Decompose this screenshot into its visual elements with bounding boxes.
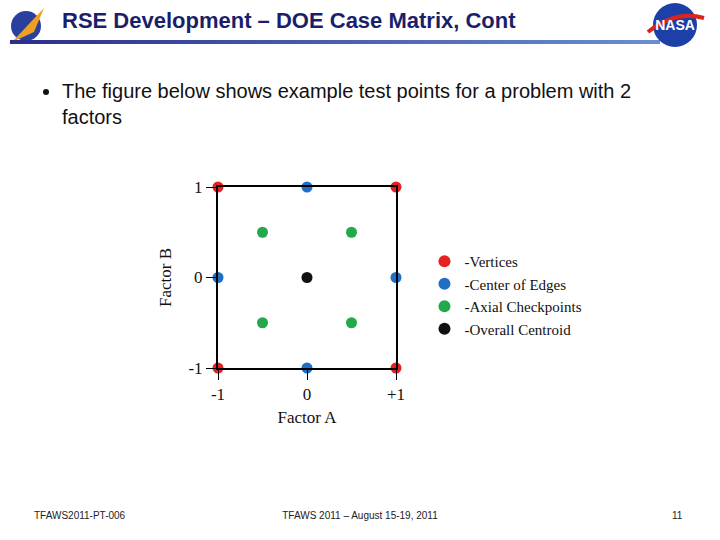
svg-text:-1: -1: [188, 359, 202, 378]
svg-text:Factor A: Factor A: [277, 408, 337, 427]
html-text:11: 11: [672, 510, 683, 521]
svg-text:-Vertices: -Vertices: [464, 254, 517, 270]
svg-text:1: 1: [194, 178, 203, 197]
html-text:TFAWS2011-PT-006: TFAWS2011-PT-006: [34, 510, 126, 521]
svg-text:-1: -1: [211, 385, 225, 404]
svg-text:-Overall Centroid: -Overall Centroid: [464, 322, 571, 338]
html-text:TFAWS 2011 – August 15-19, 201: TFAWS 2011 – August 15-19, 2011: [282, 510, 438, 521]
svg-text:NASA: NASA: [655, 17, 695, 33]
svg-text:-Axial Checkpoints: -Axial Checkpoints: [464, 299, 581, 315]
svg-text:0: 0: [194, 268, 203, 287]
html-text:The figure below shows example: The figure below shows example test poin…: [62, 80, 632, 128]
svg-text:0: 0: [303, 385, 312, 404]
svg-text:+1: +1: [387, 385, 405, 404]
svg-text:-Center of Edges: -Center of Edges: [464, 277, 566, 293]
html-text:RSE Development – DOE Case Mat: RSE Development – DOE Case Matrix, Cont: [62, 8, 516, 33]
svg-text:Factor B: Factor B: [156, 248, 175, 307]
